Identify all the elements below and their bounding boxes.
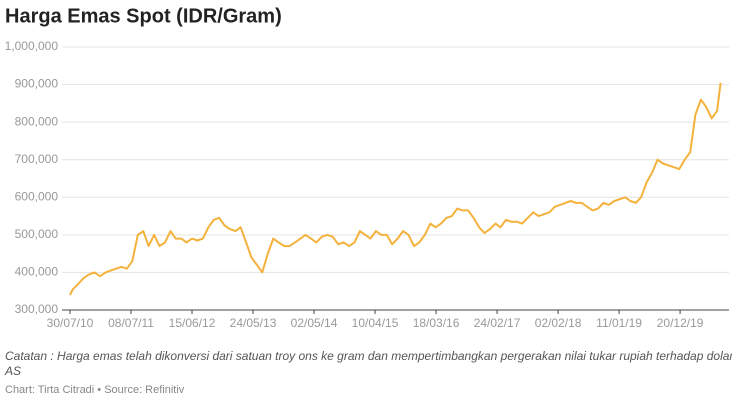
y-tick-label: 800,000 [15,114,59,128]
y-tick-label: 300,000 [15,302,59,316]
y-tick-label: 500,000 [15,227,59,241]
y-tick-label: 900,000 [15,77,59,91]
y-tick-label: 600,000 [15,189,59,203]
x-tick-label: 11/01/19 [596,316,642,330]
y-tick-label: 1,000,000 [5,39,59,53]
x-tick-label: 30/07/10 [47,316,94,330]
note-line-2: AS [4,364,21,378]
x-tick-label: 20/12/19 [657,316,704,330]
x-tick-label: 02/05/14 [291,316,338,330]
note-line-1: Catatan : Harga emas telah dikonversi da… [5,349,732,363]
x-tick-label: 02/02/18 [535,316,582,330]
chart-title: Harga Emas Spot (IDR/Gram) [5,5,282,27]
x-tick-label: 15/06/12 [169,316,216,330]
y-tick-label: 700,000 [15,152,59,166]
price-line [69,82,722,296]
x-tick-label: 24/05/13 [230,316,277,330]
x-tick-label: 08/07/11 [108,316,154,330]
x-tick-label: 18/03/16 [413,316,460,330]
plot: 300,000 400,000 500,000 600,000 700,000 800,0… [5,39,729,330]
x-tick-label: 24/02/17 [474,316,521,330]
source: Chart: Tirta Citradi • Source: Refinitiv [5,384,185,396]
y-tick-label: 400,000 [15,265,59,279]
x-tick-label: 10/04/15 [352,316,399,330]
